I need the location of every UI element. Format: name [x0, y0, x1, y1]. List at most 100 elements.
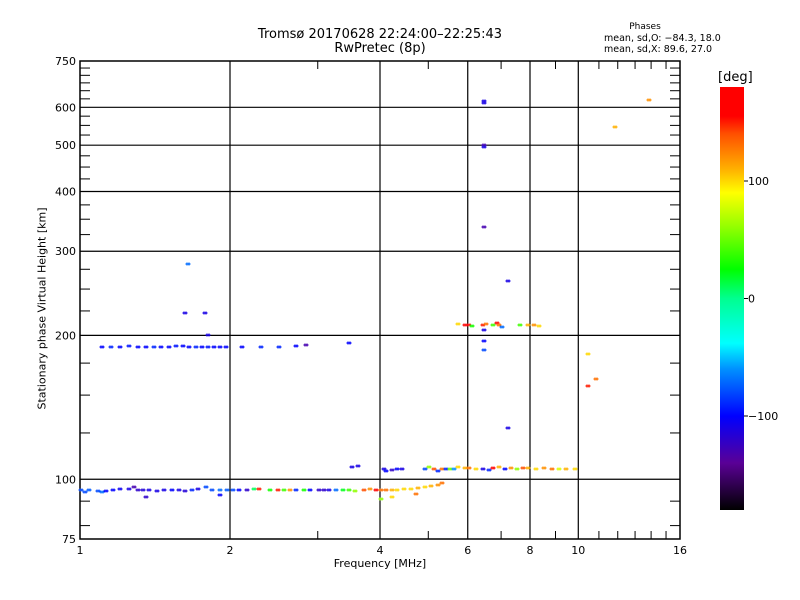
data-point [476, 467, 479, 471]
data-point [214, 345, 217, 349]
data-point [352, 465, 355, 469]
data-point [146, 495, 149, 499]
data-point [310, 488, 313, 492]
x-tick-label: 16 [673, 544, 687, 557]
data-point [196, 345, 199, 349]
data-point [528, 323, 531, 327]
data-point [534, 323, 537, 327]
data-point [355, 489, 358, 493]
data-point [484, 225, 487, 229]
data-point [588, 384, 591, 388]
data-point [469, 466, 472, 470]
data-point [438, 483, 441, 487]
data-point [392, 468, 395, 472]
colorbar-tick-label: 0 [748, 293, 755, 306]
data-point [489, 468, 492, 472]
data-point [402, 467, 405, 471]
x-tick-label: 10 [571, 544, 585, 557]
data-point [508, 279, 511, 283]
x-tick-label: 1 [77, 544, 84, 557]
data-point [505, 467, 508, 471]
data-point [349, 341, 352, 345]
data-point [486, 322, 489, 326]
data-point [284, 488, 287, 492]
data-point [319, 488, 322, 492]
data-point [146, 345, 149, 349]
data-point [157, 489, 160, 493]
data-point [575, 467, 578, 471]
data-point [499, 465, 502, 469]
data-point [233, 488, 236, 492]
data-point [397, 467, 400, 471]
data-point [425, 485, 428, 489]
data-point [205, 311, 208, 315]
data-point [206, 485, 209, 489]
data-point [169, 345, 172, 349]
data-point [386, 469, 389, 473]
data-point [442, 481, 445, 485]
data-point [539, 324, 542, 328]
data-point [242, 345, 245, 349]
data-point [120, 487, 123, 491]
data-point [528, 466, 531, 470]
data-point [397, 488, 400, 492]
y-tick-label: 75 [62, 533, 76, 546]
colorbar-tick-label: −100 [748, 410, 778, 423]
data-point [517, 467, 520, 471]
data-point [411, 487, 414, 491]
colorbar-tick-label: 100 [748, 175, 769, 188]
y-tick-label: 400 [55, 185, 76, 198]
y-tick-label: 300 [55, 245, 76, 258]
data-point [596, 377, 599, 381]
data-point [239, 488, 242, 492]
x-tick-label: 6 [464, 544, 471, 557]
data-point [179, 488, 182, 492]
y-tick-label: 750 [55, 55, 76, 68]
data-point [484, 328, 487, 332]
data-point [376, 488, 379, 492]
data-point [552, 467, 555, 471]
data-point [208, 333, 211, 337]
data-point [324, 488, 327, 492]
data-point [89, 488, 92, 492]
data-point [154, 345, 157, 349]
data-point [381, 497, 384, 501]
data-point [138, 345, 141, 349]
data-point [429, 465, 432, 469]
data-point [212, 488, 215, 492]
data-point [202, 345, 205, 349]
data-point [254, 487, 257, 491]
data-point [566, 467, 569, 471]
chart-subtitle: RwPretec (8p) [334, 41, 426, 56]
data-point [615, 125, 618, 129]
colorbar-unit: [deg] [718, 70, 753, 85]
data-point [220, 488, 223, 492]
data-point [134, 485, 137, 489]
data-point [138, 488, 141, 492]
data-point [261, 345, 264, 349]
data-point [349, 488, 352, 492]
data-point [129, 487, 132, 491]
y-tick-label: 500 [55, 139, 76, 152]
data-point [392, 488, 395, 492]
data-point [176, 344, 179, 348]
data-point [120, 345, 123, 349]
data-point [270, 488, 273, 492]
data-point [183, 344, 186, 348]
data-point [416, 492, 419, 496]
data-point [172, 488, 175, 492]
data-point [198, 487, 201, 491]
data-point [102, 490, 105, 494]
data-point [370, 487, 373, 491]
data-point [458, 322, 461, 326]
data-point [98, 489, 101, 493]
data-point [520, 323, 523, 327]
plot-frame [79, 60, 681, 540]
data-point [483, 467, 486, 471]
data-point [329, 488, 332, 492]
data-point [102, 345, 105, 349]
chart-title: Tromsø 20170628 22:24:00–22:25:43 [257, 27, 503, 42]
data-point [227, 488, 230, 492]
data-point [188, 262, 191, 266]
